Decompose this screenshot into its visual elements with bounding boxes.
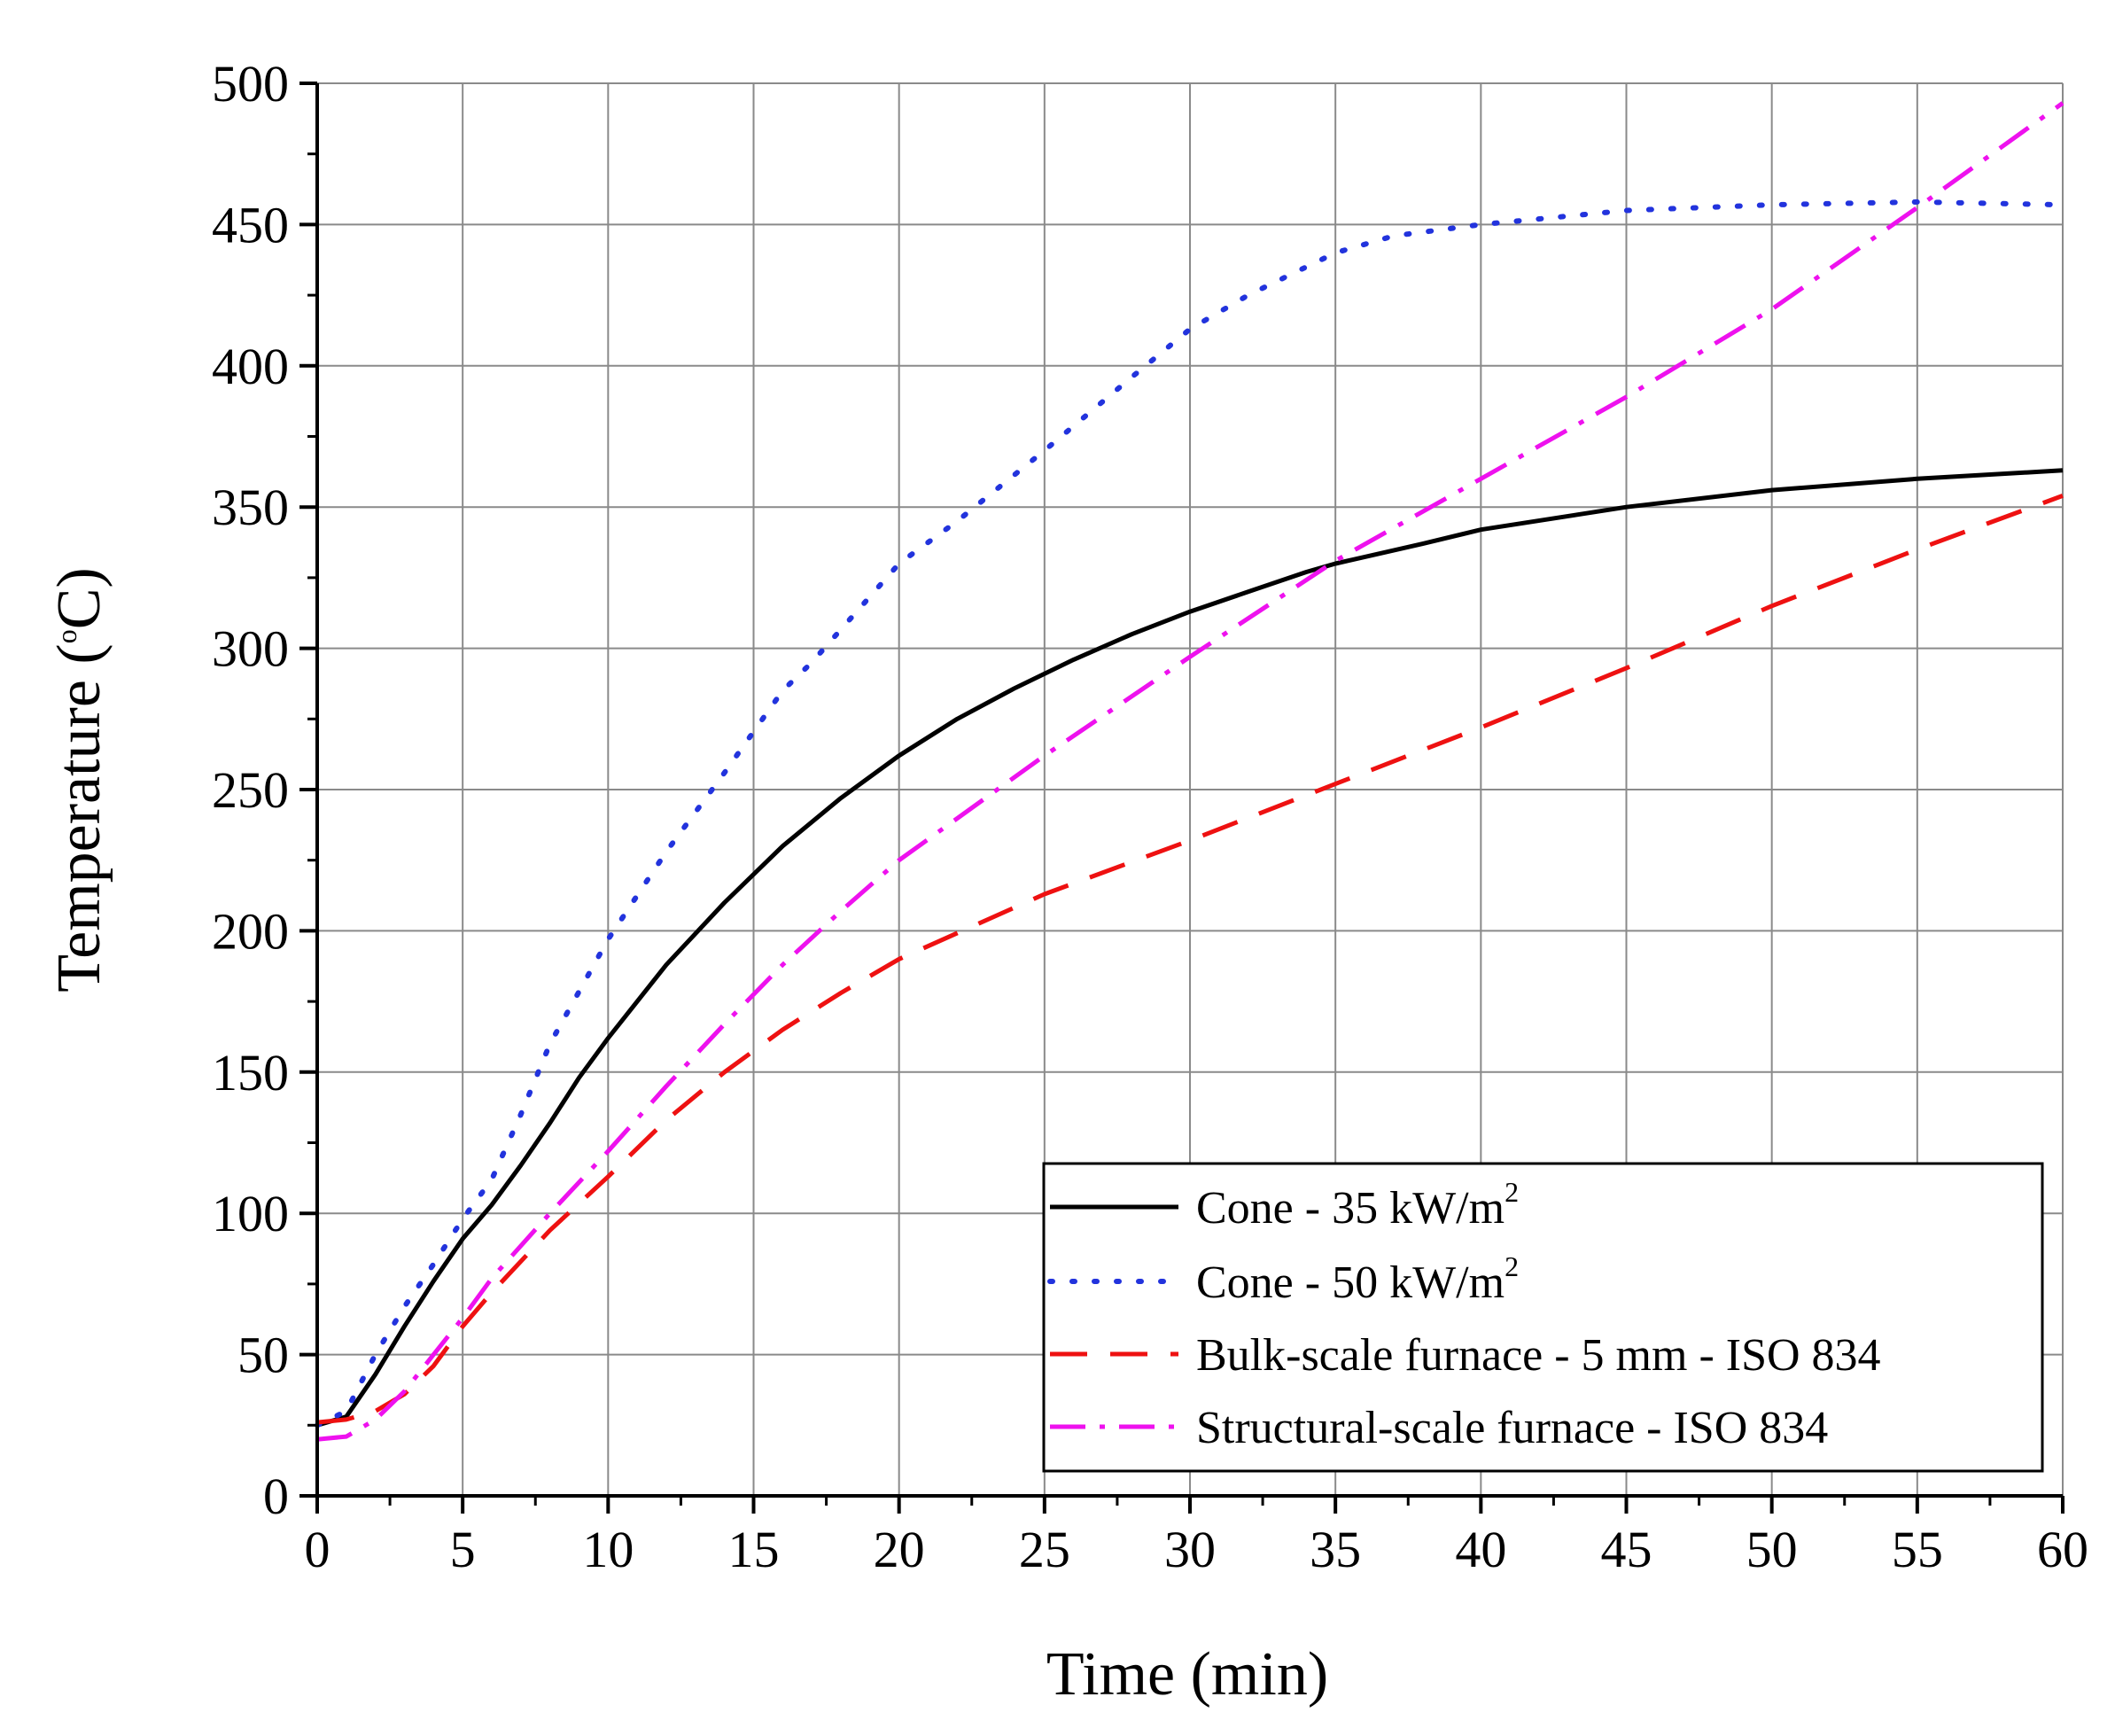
- x-axis-title: Time (min): [1046, 1640, 1328, 1709]
- y-tick-label: 200: [212, 902, 289, 960]
- legend-label-4: Structural-scale furnace - ISO 834: [1196, 1403, 1828, 1453]
- legend-label-1: Cone - 35 kW/m2: [1196, 1176, 1519, 1234]
- series-line-3: [316, 494, 2064, 1425]
- y-tick-label: 350: [212, 479, 289, 536]
- tick-labels: 0 50 100 150 200 250 300 350 400 450 500 0 5 10 15 20 25…: [212, 55, 2088, 1578]
- y-tick-label: 500: [212, 55, 289, 113]
- y-tick-label: 0: [263, 1467, 289, 1525]
- series-lines: [315, 101, 2065, 1442]
- legend: Cone - 35 kW/m2 Cone - 50 kW/m2 Bulk-scale…: [1042, 1162, 2044, 1473]
- y-tick-label: 250: [212, 761, 289, 819]
- x-tick-label: 20: [874, 1521, 925, 1578]
- series-line-4: [316, 101, 2064, 1442]
- x-tick-label: 30: [1164, 1521, 1216, 1578]
- x-tick-label: 10: [582, 1521, 634, 1578]
- legend-entries: Cone - 35 kW/m2 Cone - 50 kW/m2 Bulk-scale…: [1047, 1176, 1881, 1453]
- x-tick-label: 15: [728, 1521, 780, 1578]
- y-tick-label: 150: [212, 1044, 289, 1102]
- x-tick-label: 0: [305, 1521, 330, 1578]
- x-tick-label: 50: [1746, 1521, 1798, 1578]
- y-tick-label: 300: [212, 620, 289, 678]
- legend-label-3: Bulk-scale furnace - 5 mm - ISO 834: [1196, 1330, 1881, 1381]
- x-tick-label: 60: [2037, 1521, 2088, 1578]
- y-tick-label: 450: [212, 196, 289, 253]
- series-line-1: [316, 468, 2064, 1428]
- y-tick-label: 50: [237, 1327, 289, 1384]
- y-tick-label: 400: [212, 338, 289, 395]
- x-tick-label: 5: [450, 1521, 476, 1578]
- x-tick-label: 35: [1310, 1521, 1361, 1578]
- y-axis-title: Temperature (oC): [45, 567, 113, 992]
- x-tick-label: 55: [1892, 1521, 1943, 1578]
- legend-box: [1042, 1162, 2044, 1473]
- axes: [299, 82, 2064, 1514]
- x-tick-label: 25: [1019, 1521, 1070, 1578]
- x-tick-label: 40: [1455, 1521, 1506, 1578]
- legend-label-2: Cone - 50 kW/m2: [1196, 1250, 1519, 1308]
- y-tick-label: 100: [212, 1185, 289, 1242]
- x-tick-label: 45: [1601, 1521, 1652, 1578]
